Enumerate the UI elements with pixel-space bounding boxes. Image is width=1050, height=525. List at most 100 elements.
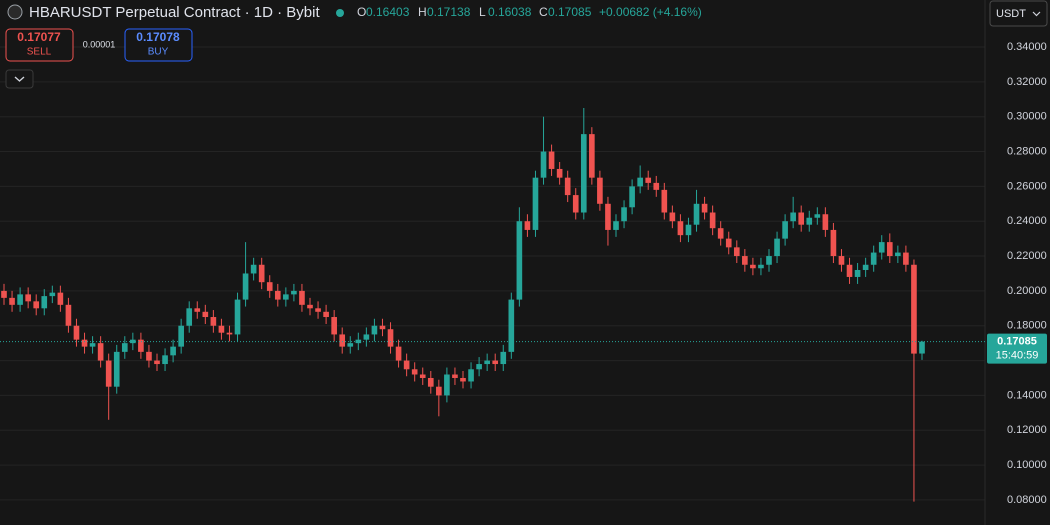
candle-body <box>589 134 595 178</box>
collapse-button[interactable] <box>5 69 34 89</box>
candles <box>1 107 925 502</box>
candle-body <box>870 252 877 265</box>
candle-body <box>291 290 297 295</box>
candle-body <box>266 282 273 291</box>
candle-body <box>733 247 740 257</box>
candle-body <box>653 182 660 190</box>
y-tick-label: 0.08000 <box>1007 494 1047 506</box>
candle-body <box>331 317 337 335</box>
y-tick-label: 0.18000 <box>1007 320 1047 332</box>
chevron <box>14 76 25 82</box>
price-tag-box <box>987 333 1047 364</box>
candle-body <box>186 308 193 326</box>
candle-body <box>911 264 917 354</box>
candle-body <box>830 229 837 257</box>
ohlc-label: H <box>418 5 427 19</box>
candle-body <box>89 343 96 347</box>
candle-body <box>677 221 684 236</box>
candle-body <box>790 212 796 222</box>
y-tick-label: 0.22000 <box>1007 250 1047 262</box>
candle-body <box>758 264 764 269</box>
candle-body <box>347 343 354 347</box>
candle-body <box>580 134 587 213</box>
candle-body <box>9 297 15 305</box>
candle-body <box>242 273 249 300</box>
price-tag: 0.17085 15:40:59 <box>0 333 1047 364</box>
candle-body <box>468 369 474 382</box>
y-tick-label: 0.10000 <box>1007 459 1047 471</box>
candle-body <box>419 374 426 378</box>
sell-price: 0.17077 <box>17 30 61 44</box>
candle-body <box>460 377 466 382</box>
candle-body <box>427 377 434 387</box>
candle-body <box>57 292 64 305</box>
candle-body <box>701 203 708 213</box>
candle-body <box>854 269 861 277</box>
candle-body <box>548 151 555 169</box>
candle-body <box>717 228 724 239</box>
last-price: 0.17085 <box>997 336 1037 348</box>
candle-body <box>645 177 652 183</box>
y-tick-label: 0.20000 <box>1007 285 1047 297</box>
candle-body <box>178 325 184 347</box>
candle-body <box>97 343 104 361</box>
candle-body <box>436 386 442 396</box>
currency-selector[interactable] <box>989 0 1048 27</box>
candle-body <box>556 168 563 178</box>
candle-body <box>532 177 539 230</box>
ohlc-label: L <box>479 5 486 19</box>
candle-body <box>138 339 144 352</box>
candle-body <box>669 212 676 222</box>
candle-body <box>492 360 499 365</box>
candle-body <box>564 177 571 196</box>
candle-body <box>339 334 346 347</box>
ohlc-label: C <box>539 5 548 19</box>
candle-body <box>605 203 611 230</box>
candle-body <box>154 360 160 365</box>
y-tick-label: 0.28000 <box>1007 145 1047 157</box>
candle-body <box>146 351 152 361</box>
candle-body <box>194 308 201 312</box>
ohlc-value: 0.17138 <box>427 5 471 19</box>
chart-title[interactable]: HBARUSDT Perpetual Contract · 1D · Bybit <box>29 4 320 21</box>
candle-body <box>693 203 700 225</box>
candle-body <box>218 325 225 333</box>
ohlc-legend: O 0.16403 H 0.17138 L 0.16038 C 0.17085 <box>357 5 592 19</box>
ohlc-label: O <box>357 5 366 19</box>
ohlc-value: 0.17085 <box>548 5 592 19</box>
ohlc-value: 0.16403 <box>366 5 410 19</box>
buy-button[interactable] <box>124 28 193 62</box>
symbol-icon <box>7 4 23 20</box>
candle-body <box>299 290 305 305</box>
candle-body <box>355 339 362 344</box>
candle-body <box>814 214 821 218</box>
candle-body <box>524 221 531 230</box>
candle-body <box>742 256 748 265</box>
candle-body <box>363 334 370 340</box>
candle-body <box>798 212 805 225</box>
sell-button[interactable] <box>5 28 74 62</box>
ohlc-value: 0.16038 <box>488 5 532 19</box>
candle-body <box>17 294 23 305</box>
candle-body <box>387 329 394 347</box>
candle-body <box>444 374 450 396</box>
candle-body <box>258 264 265 283</box>
candle-body <box>170 346 176 356</box>
y-tick-label: 0.26000 <box>1007 180 1047 192</box>
candle-body <box>307 304 313 309</box>
candle-body <box>371 325 378 335</box>
candle-body <box>774 238 780 257</box>
candle-body <box>878 242 885 253</box>
candle-body <box>629 186 635 208</box>
candle-body <box>395 346 402 361</box>
sell-label: SELL <box>27 47 52 58</box>
change: +0.00682 (+4.16%) <box>599 5 702 19</box>
candle-body <box>508 299 515 352</box>
candle-body <box>323 311 329 318</box>
candle-body <box>226 332 233 335</box>
buy-price: 0.17078 <box>136 30 180 44</box>
candle-body <box>637 177 643 187</box>
